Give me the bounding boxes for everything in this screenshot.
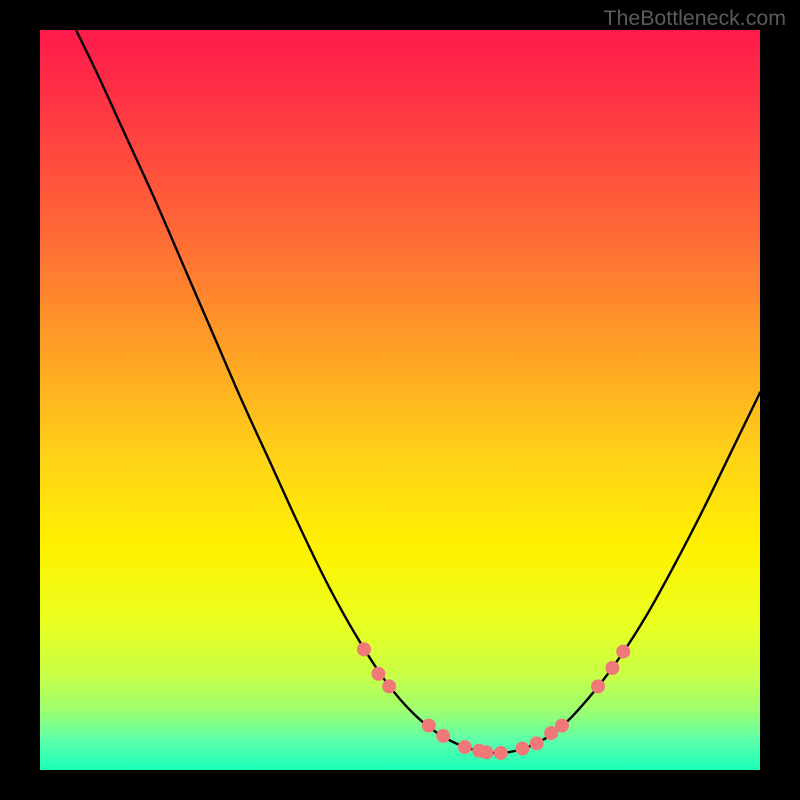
curve-marker	[372, 667, 385, 680]
curve-marker	[530, 737, 543, 750]
curve-marker	[437, 729, 450, 742]
plot-area	[40, 30, 760, 770]
curve-marker	[480, 746, 493, 759]
curve-layer	[40, 30, 760, 770]
curve-marker	[422, 719, 435, 732]
curve-marker	[617, 645, 630, 658]
curve-marker	[494, 746, 507, 759]
curve-marker	[358, 643, 371, 656]
curve-marker	[516, 742, 529, 755]
curve-marker	[606, 661, 619, 674]
curve-marker	[458, 741, 471, 754]
marker-group	[358, 643, 630, 760]
chart-frame: TheBottleneck.com	[0, 0, 800, 800]
watermark-text: TheBottleneck.com	[603, 6, 786, 31]
curve-marker	[383, 680, 396, 693]
bottleneck-curve	[76, 30, 760, 753]
curve-marker	[556, 719, 569, 732]
curve-marker	[592, 680, 605, 693]
